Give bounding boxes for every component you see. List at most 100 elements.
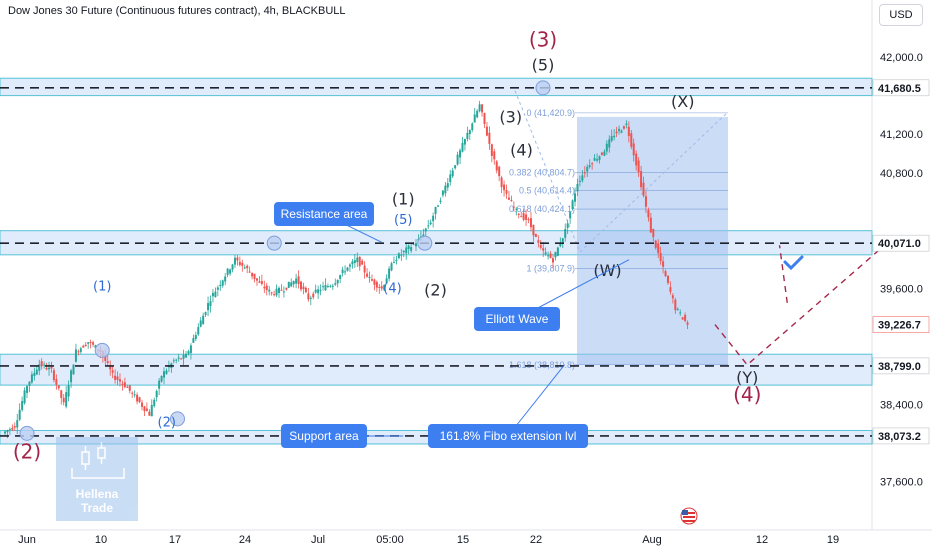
y-tick-2: 40,800.0 bbox=[880, 168, 923, 180]
callout-box-1[interactable] bbox=[474, 307, 560, 331]
candle-body-15 bbox=[40, 361, 43, 367]
candle-body-267 bbox=[657, 243, 660, 253]
candle-body-144 bbox=[356, 257, 359, 263]
candle-body-11 bbox=[30, 374, 33, 383]
candle-body-116 bbox=[287, 281, 290, 288]
candle-body-81 bbox=[202, 315, 205, 325]
callout-text-2: Support area bbox=[289, 429, 359, 443]
candle-body-14 bbox=[38, 364, 41, 371]
candle-body-206 bbox=[507, 197, 510, 200]
pivot-circle-1 bbox=[170, 411, 185, 427]
candle-body-119 bbox=[295, 278, 298, 284]
candle-body-35 bbox=[89, 341, 92, 343]
x-tick-5: 05:00 bbox=[376, 534, 404, 546]
candle-body-7 bbox=[21, 401, 24, 410]
candle-body-114 bbox=[282, 291, 285, 293]
candle-body-135 bbox=[334, 283, 337, 285]
candle-body-5 bbox=[16, 420, 19, 428]
candle-body-236 bbox=[581, 175, 584, 181]
candle-body-146 bbox=[361, 260, 364, 265]
candle-body-1 bbox=[6, 430, 9, 433]
candle-body-139 bbox=[344, 271, 347, 273]
candle-body-254 bbox=[625, 123, 628, 125]
currency-selector[interactable]: USD bbox=[879, 4, 923, 26]
price-label-2: 39,226.7 bbox=[878, 320, 921, 332]
candle-body-168 bbox=[415, 243, 417, 247]
fib-extension-box[interactable] bbox=[577, 116, 728, 365]
candle-body-89 bbox=[221, 280, 224, 286]
candle-body-203 bbox=[500, 177, 503, 188]
candle-body-274 bbox=[674, 299, 677, 311]
candle-body-43 bbox=[109, 365, 112, 370]
candle-body-100 bbox=[248, 271, 251, 273]
wave-label-15: (4) bbox=[733, 383, 761, 407]
candle-body-80 bbox=[199, 320, 202, 327]
candle-body-29 bbox=[74, 349, 77, 362]
price-axis[interactable]: 41,680.5 40,071.0 39,226.7 38,799.0 38,073.2… bbox=[872, 52, 930, 489]
candle-body-53 bbox=[133, 394, 136, 396]
candle-body-154 bbox=[380, 286, 383, 289]
candle-body-214 bbox=[527, 218, 530, 220]
candle-body-113 bbox=[280, 289, 283, 291]
candle-body-58 bbox=[145, 408, 148, 411]
fib-label-0: 0 (41,420.9) bbox=[526, 108, 575, 118]
candle-body-237 bbox=[583, 172, 586, 174]
callout-box-0[interactable] bbox=[274, 202, 374, 226]
candle-body-115 bbox=[285, 287, 288, 290]
callouts-layer: Resistance area Elliott Wave Support area 1… bbox=[274, 202, 630, 448]
candle-body-12 bbox=[33, 372, 36, 377]
callout-box-3[interactable] bbox=[428, 424, 588, 448]
candle-body-241 bbox=[593, 158, 596, 161]
candle-body-59 bbox=[148, 411, 151, 416]
candle-body-232 bbox=[571, 200, 574, 210]
candle-body-66 bbox=[165, 370, 168, 374]
candle-body-238 bbox=[586, 166, 589, 172]
candle-body-63 bbox=[158, 380, 161, 389]
candle-body-222 bbox=[547, 255, 550, 257]
candle-body-234 bbox=[576, 183, 579, 192]
candle-body-196 bbox=[483, 112, 486, 124]
fib-label-2: 0.5 (40,614.4) bbox=[519, 186, 575, 196]
y-tick-5: 37,600.0 bbox=[880, 477, 923, 489]
candle-body-71 bbox=[177, 357, 180, 359]
candle-body-217 bbox=[534, 234, 537, 237]
candle-body-88 bbox=[219, 284, 222, 287]
candle-body-242 bbox=[596, 159, 599, 161]
x-tick-0: Jun bbox=[18, 534, 36, 546]
candle-body-136 bbox=[336, 279, 339, 284]
callout-box-2[interactable] bbox=[281, 424, 367, 448]
zone-0[interactable] bbox=[0, 77, 873, 97]
time-axis[interactable]: Jun 10 17 24 Jul 05:00 15 22 Aug 12 19 bbox=[18, 534, 839, 546]
candle-body-253 bbox=[622, 126, 625, 129]
candle-body-243 bbox=[598, 156, 601, 161]
candle-body-162 bbox=[400, 254, 403, 256]
candle-body-22 bbox=[57, 385, 60, 389]
candle-body-157 bbox=[388, 268, 391, 279]
candle-body-101 bbox=[251, 272, 254, 277]
candle-body-93 bbox=[231, 264, 234, 270]
fib-diagonal-1 bbox=[514, 90, 581, 253]
candle-body-141 bbox=[348, 264, 351, 267]
candle-body-111 bbox=[275, 288, 278, 296]
candle-body-245 bbox=[603, 151, 606, 156]
candle-body-118 bbox=[292, 281, 295, 285]
x-tick-9: 12 bbox=[756, 534, 768, 546]
candle-body-213 bbox=[525, 214, 528, 220]
candle-body-166 bbox=[410, 247, 413, 251]
candle-body-149 bbox=[368, 276, 371, 278]
candle-body-104 bbox=[258, 281, 261, 283]
us-flag-event-icon[interactable] bbox=[680, 507, 698, 525]
candle-body-195 bbox=[481, 104, 484, 113]
candle-body-90 bbox=[224, 276, 227, 282]
fib-label-1: 0.382 (40,804.7) bbox=[509, 167, 575, 177]
candle-body-161 bbox=[397, 253, 400, 259]
candle-body-276 bbox=[679, 312, 682, 314]
pivot-circle-2 bbox=[94, 342, 110, 358]
candle-body-62 bbox=[155, 390, 158, 398]
candle-body-210 bbox=[517, 213, 520, 215]
candle-body-191 bbox=[471, 123, 474, 131]
candle-body-239 bbox=[588, 165, 591, 168]
candle-body-248 bbox=[610, 136, 613, 141]
projection-path[interactable] bbox=[714, 242, 888, 366]
